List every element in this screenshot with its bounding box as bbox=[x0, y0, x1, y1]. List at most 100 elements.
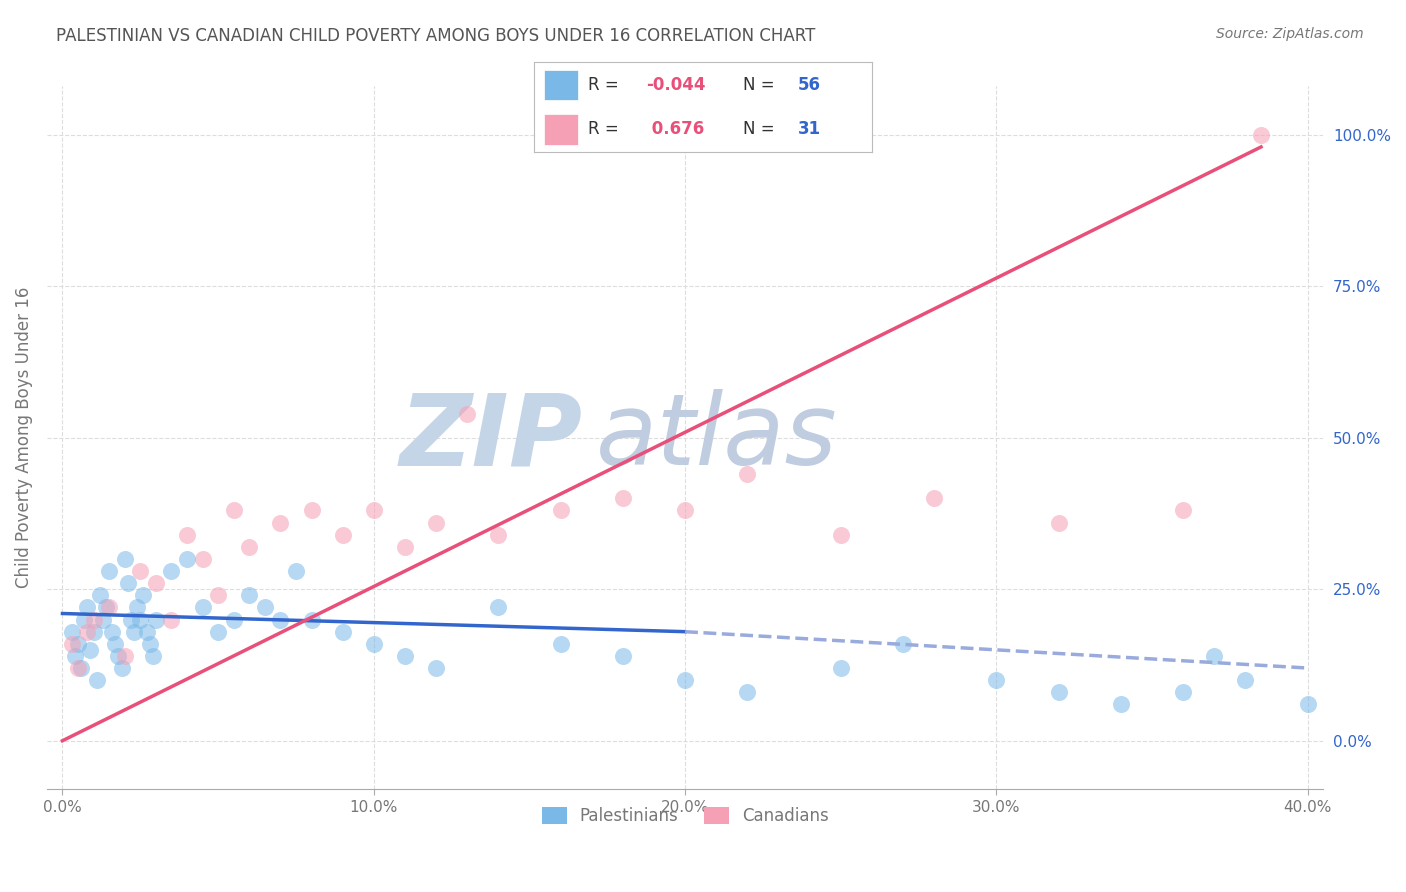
Text: N =: N = bbox=[744, 76, 775, 94]
Point bbox=[191, 600, 214, 615]
Point bbox=[238, 540, 260, 554]
Text: 31: 31 bbox=[797, 120, 821, 138]
Point bbox=[425, 516, 447, 530]
Text: 56: 56 bbox=[797, 76, 821, 94]
Text: N =: N = bbox=[744, 120, 775, 138]
Point bbox=[1173, 503, 1195, 517]
FancyBboxPatch shape bbox=[544, 114, 578, 145]
Point bbox=[830, 661, 852, 675]
Point bbox=[332, 624, 354, 639]
Point bbox=[66, 661, 89, 675]
Point bbox=[1234, 673, 1257, 688]
Point bbox=[1109, 698, 1132, 712]
Point bbox=[86, 673, 108, 688]
Point bbox=[269, 613, 291, 627]
Point bbox=[160, 613, 183, 627]
Point bbox=[284, 564, 307, 578]
Point bbox=[114, 552, 136, 566]
Point bbox=[160, 564, 183, 578]
Point bbox=[1173, 685, 1195, 699]
Text: 0.676: 0.676 bbox=[645, 120, 704, 138]
Point bbox=[253, 600, 276, 615]
Point bbox=[70, 661, 93, 675]
Point bbox=[891, 637, 914, 651]
Point bbox=[673, 673, 696, 688]
Point bbox=[138, 637, 160, 651]
Point bbox=[79, 643, 101, 657]
Point bbox=[98, 600, 121, 615]
Point bbox=[269, 516, 291, 530]
Point bbox=[1296, 698, 1319, 712]
Point bbox=[83, 624, 105, 639]
Point bbox=[394, 540, 416, 554]
Point bbox=[238, 588, 260, 602]
Point bbox=[114, 648, 136, 663]
Point bbox=[737, 685, 759, 699]
Point bbox=[63, 648, 86, 663]
Point bbox=[83, 613, 105, 627]
Point bbox=[301, 503, 323, 517]
Y-axis label: Child Poverty Among Boys Under 16: Child Poverty Among Boys Under 16 bbox=[15, 287, 32, 589]
Point bbox=[986, 673, 1008, 688]
Point bbox=[176, 552, 198, 566]
Point bbox=[66, 637, 89, 651]
Point bbox=[91, 613, 114, 627]
Point bbox=[104, 637, 127, 651]
Point bbox=[612, 648, 634, 663]
Point bbox=[301, 613, 323, 627]
Point bbox=[456, 407, 478, 421]
Point bbox=[129, 613, 152, 627]
Point bbox=[332, 527, 354, 541]
Point bbox=[207, 624, 229, 639]
Point bbox=[222, 613, 245, 627]
Point bbox=[94, 600, 117, 615]
Point bbox=[1047, 516, 1070, 530]
Point bbox=[60, 637, 83, 651]
Text: R =: R = bbox=[588, 120, 619, 138]
Point bbox=[1250, 128, 1272, 142]
Point bbox=[89, 588, 111, 602]
Point bbox=[394, 648, 416, 663]
Point bbox=[1204, 648, 1226, 663]
Point bbox=[737, 467, 759, 482]
Point bbox=[117, 576, 139, 591]
Point bbox=[830, 527, 852, 541]
Point bbox=[129, 564, 152, 578]
Text: Source: ZipAtlas.com: Source: ZipAtlas.com bbox=[1216, 27, 1364, 41]
Point bbox=[98, 564, 121, 578]
Point bbox=[922, 491, 945, 506]
Point bbox=[207, 588, 229, 602]
Point bbox=[550, 503, 572, 517]
Text: ZIP: ZIP bbox=[399, 389, 583, 486]
Point bbox=[612, 491, 634, 506]
Text: atlas: atlas bbox=[596, 389, 838, 486]
Point bbox=[132, 588, 155, 602]
Legend: Palestinians, Canadians: Palestinians, Canadians bbox=[533, 798, 837, 834]
Point bbox=[363, 637, 385, 651]
Point bbox=[120, 613, 142, 627]
Point bbox=[145, 576, 167, 591]
Point bbox=[425, 661, 447, 675]
Text: -0.044: -0.044 bbox=[645, 76, 706, 94]
Point bbox=[673, 503, 696, 517]
Point bbox=[222, 503, 245, 517]
Text: R =: R = bbox=[588, 76, 619, 94]
Text: PALESTINIAN VS CANADIAN CHILD POVERTY AMONG BOYS UNDER 16 CORRELATION CHART: PALESTINIAN VS CANADIAN CHILD POVERTY AM… bbox=[56, 27, 815, 45]
Point bbox=[176, 527, 198, 541]
Point bbox=[110, 661, 132, 675]
Point bbox=[486, 527, 509, 541]
Point bbox=[60, 624, 83, 639]
Point bbox=[191, 552, 214, 566]
Point bbox=[145, 613, 167, 627]
FancyBboxPatch shape bbox=[544, 70, 578, 100]
Point bbox=[107, 648, 129, 663]
Point bbox=[550, 637, 572, 651]
Point bbox=[363, 503, 385, 517]
Point bbox=[1047, 685, 1070, 699]
Point bbox=[135, 624, 157, 639]
Point bbox=[142, 648, 165, 663]
Point bbox=[486, 600, 509, 615]
Point bbox=[127, 600, 149, 615]
Point bbox=[101, 624, 124, 639]
Point bbox=[122, 624, 145, 639]
